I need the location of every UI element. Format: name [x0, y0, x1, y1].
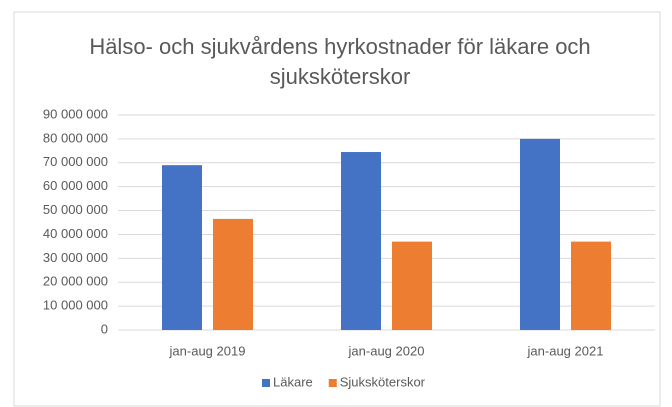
- chart-title: Hälso- och sjukvårdens hyrkostnader för …: [89, 34, 591, 89]
- bar: [520, 138, 560, 330]
- y-tick-label: 30 000 000: [43, 250, 108, 265]
- x-tick-label: jan-aug 2021: [527, 343, 604, 358]
- legend-swatch: [328, 379, 337, 387]
- y-tick-label: 50 000 000: [43, 202, 108, 217]
- bar: [571, 241, 611, 330]
- y-tick-label: 20 000 000: [43, 274, 108, 289]
- x-tick-label: jan-aug 2019: [169, 343, 246, 358]
- legend-label: Sjuksköterskor: [340, 374, 426, 389]
- y-tick-label: 60 000 000: [43, 178, 108, 193]
- y-tick-label: 90 000 000: [43, 106, 108, 121]
- y-tick-label: 40 000 000: [43, 226, 108, 241]
- bar: [213, 218, 253, 330]
- y-tick-label: 70 000 000: [43, 154, 108, 169]
- y-tick-label: 10 000 000: [43, 298, 108, 313]
- y-tick-label: 80 000 000: [43, 130, 108, 145]
- y-tick-label: 0: [101, 321, 108, 336]
- bar: [162, 165, 202, 330]
- bar: [392, 241, 432, 330]
- legend-label: Läkare: [273, 374, 313, 389]
- legend-swatch: [262, 379, 270, 387]
- bar: [341, 152, 381, 330]
- x-tick-label: jan-aug 2020: [348, 343, 425, 358]
